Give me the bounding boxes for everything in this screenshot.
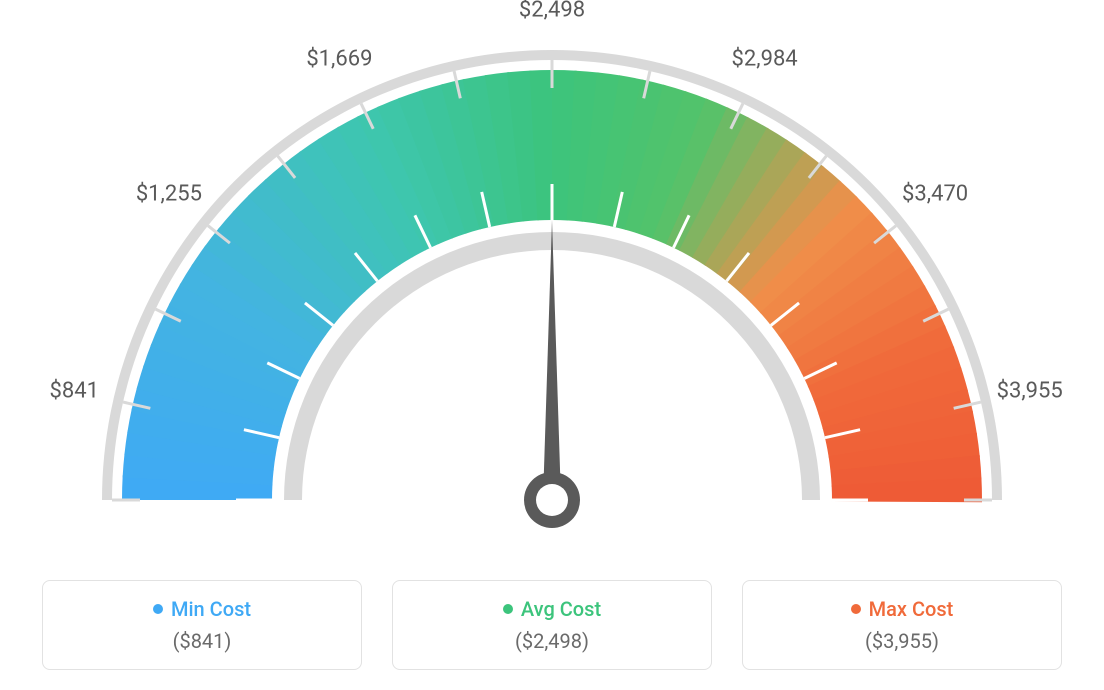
gauge-tick-label: $841 — [50, 378, 99, 403]
legend-label: Min Cost — [171, 597, 251, 621]
dot-icon — [503, 604, 513, 614]
legend-label: Max Cost — [869, 597, 954, 621]
legend-value: ($841) — [173, 629, 232, 653]
legend-card-max: Max Cost ($3,955) — [742, 580, 1062, 670]
legend-title-min: Min Cost — [153, 597, 251, 621]
gauge-chart: $841 $1,255 $1,669 $2,498 $2,984 $3,470 $3,955 — [0, 0, 1104, 560]
legend-card-min: Min Cost ($841) — [42, 580, 362, 670]
gauge-tick-label: $1,255 — [136, 182, 202, 207]
legend-card-avg: Avg Cost ($2,498) — [392, 580, 712, 670]
dot-icon — [153, 604, 163, 614]
gauge-tick-label: $1,669 — [306, 46, 372, 71]
gauge-tick-label: $3,470 — [902, 182, 968, 207]
gauge-tick-label: $2,984 — [732, 46, 798, 71]
legend-label: Avg Cost — [521, 597, 601, 621]
gauge-svg — [0, 0, 1104, 560]
legend-row: Min Cost ($841) Avg Cost ($2,498) Max Co… — [42, 580, 1062, 670]
legend-value: ($3,955) — [865, 629, 939, 653]
legend-value: ($2,498) — [515, 629, 589, 653]
legend-title-max: Max Cost — [851, 597, 954, 621]
gauge-tick-label: $3,955 — [997, 378, 1063, 403]
legend-title-avg: Avg Cost — [503, 597, 601, 621]
gauge-tick-label: $2,498 — [519, 0, 585, 23]
dot-icon — [851, 604, 861, 614]
